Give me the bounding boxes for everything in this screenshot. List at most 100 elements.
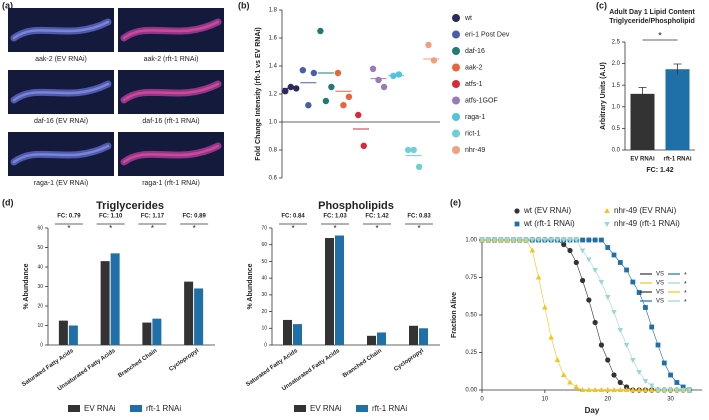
marker — [567, 238, 573, 243]
bar — [325, 238, 334, 345]
chart-title: Adult Day 1 Lipid Content — [609, 9, 695, 16]
y-tick-label: 0.75 — [465, 275, 477, 281]
legend-label: rft-1 RNAi — [146, 404, 181, 413]
marker — [510, 238, 517, 243]
marker — [516, 238, 523, 243]
fold-change: FC: 1.42 — [365, 214, 389, 220]
y-tick-label: 10 — [261, 326, 267, 332]
dot — [410, 146, 417, 154]
legend-label: eri-1 Post Dev — [465, 31, 510, 38]
x-tick-label: 10 — [542, 397, 549, 403]
marker — [579, 277, 586, 284]
significance: * — [658, 30, 662, 40]
fold-change: FC: 1.03 — [323, 214, 347, 220]
marker — [504, 238, 510, 243]
y-tick-label: 1.0 — [269, 120, 278, 126]
legend-label: EV RNAi — [310, 404, 342, 413]
y-tick-label: 70 — [261, 225, 267, 231]
legend-swatch — [452, 129, 460, 138]
x-tick-label: EV RNAi — [630, 157, 655, 163]
fold-change: FC: 0.79 — [57, 214, 81, 220]
comparison-text: VS — [656, 290, 664, 296]
fold-change: FC: 0.84 — [281, 214, 305, 220]
chart-title: Phospholipids — [318, 200, 394, 212]
marker — [605, 357, 611, 363]
x-tick-label: Cyclopropyl — [168, 348, 200, 373]
bar — [335, 235, 344, 345]
dot — [299, 67, 307, 74]
x-tick-label: 0 — [480, 397, 484, 403]
image-caption: raga-1 (EV RNAi) — [34, 180, 88, 187]
marker — [636, 387, 642, 392]
survival-line — [482, 239, 690, 391]
legend-label: nhr-49 — [465, 147, 485, 154]
marker — [624, 267, 629, 273]
y-tick-label: 0 — [264, 342, 267, 348]
bar — [665, 69, 690, 150]
marker — [592, 237, 598, 243]
legend-label: raga-1 — [465, 114, 485, 121]
marker — [611, 387, 617, 392]
marker — [655, 388, 661, 393]
marker — [580, 237, 585, 243]
significance: * — [109, 224, 112, 233]
marker — [548, 238, 554, 243]
marker — [674, 388, 680, 393]
dot — [360, 142, 367, 149]
dot — [375, 76, 382, 84]
comparison-sig: * — [684, 299, 687, 306]
y-tick-label: 0 — [40, 342, 43, 348]
marker — [573, 259, 579, 266]
y-tick-label: 0.6 — [269, 176, 278, 182]
y-tick-label: 50 — [261, 259, 267, 265]
x-axis-label: Day — [585, 406, 600, 415]
image-caption: daf-16 (rft-1 RNAi) — [142, 118, 199, 125]
bar — [293, 324, 302, 345]
dot — [355, 111, 362, 119]
y-tick-label: 50 — [37, 245, 43, 251]
dot — [310, 69, 318, 77]
x-tick-label: Branched Chain — [117, 348, 158, 379]
comparison-text: VS — [656, 281, 664, 287]
y-tick-label: 1.0 — [612, 104, 621, 110]
error-bar — [638, 86, 647, 101]
marker — [535, 274, 542, 280]
dot — [282, 88, 289, 95]
x-tick-label: rft-1 RNAi — [664, 157, 692, 163]
legend-swatch — [452, 47, 460, 55]
legend-swatch — [68, 405, 80, 412]
bar — [152, 318, 162, 345]
marker — [617, 328, 624, 333]
marker — [554, 357, 561, 362]
bar — [409, 325, 418, 345]
panel-label: (c) — [596, 0, 607, 10]
y-tick-label: 40 — [261, 275, 267, 281]
survival-line — [482, 239, 690, 391]
marker — [611, 372, 617, 378]
y-tick-label: 0.00 — [465, 388, 477, 394]
marker — [680, 388, 686, 393]
marker — [548, 334, 554, 340]
marker — [655, 342, 661, 348]
significance: * — [291, 224, 294, 233]
significance: * — [67, 224, 70, 233]
legend-swatch — [452, 14, 460, 22]
marker — [579, 248, 586, 254]
legend-label: wt — [464, 15, 472, 22]
panel-label: (e) — [450, 197, 461, 207]
y-tick-label: 1.5 — [612, 83, 621, 89]
legend-label: nhr-49 (EV RNAi) — [614, 206, 677, 215]
marker — [573, 384, 580, 389]
y-axis-label: % Abundance — [247, 263, 254, 309]
y-tick-label: 1.2 — [269, 92, 278, 98]
y-tick-label: 60 — [37, 225, 43, 231]
marker — [686, 388, 693, 393]
marker — [586, 387, 592, 392]
legend-label: rft-1 RNAi — [372, 404, 407, 413]
y-tick-label: 60 — [261, 242, 267, 248]
marker — [611, 252, 617, 258]
bar — [283, 319, 292, 345]
marker — [498, 238, 504, 243]
comparison-sig: * — [684, 281, 687, 288]
marker — [623, 343, 630, 348]
